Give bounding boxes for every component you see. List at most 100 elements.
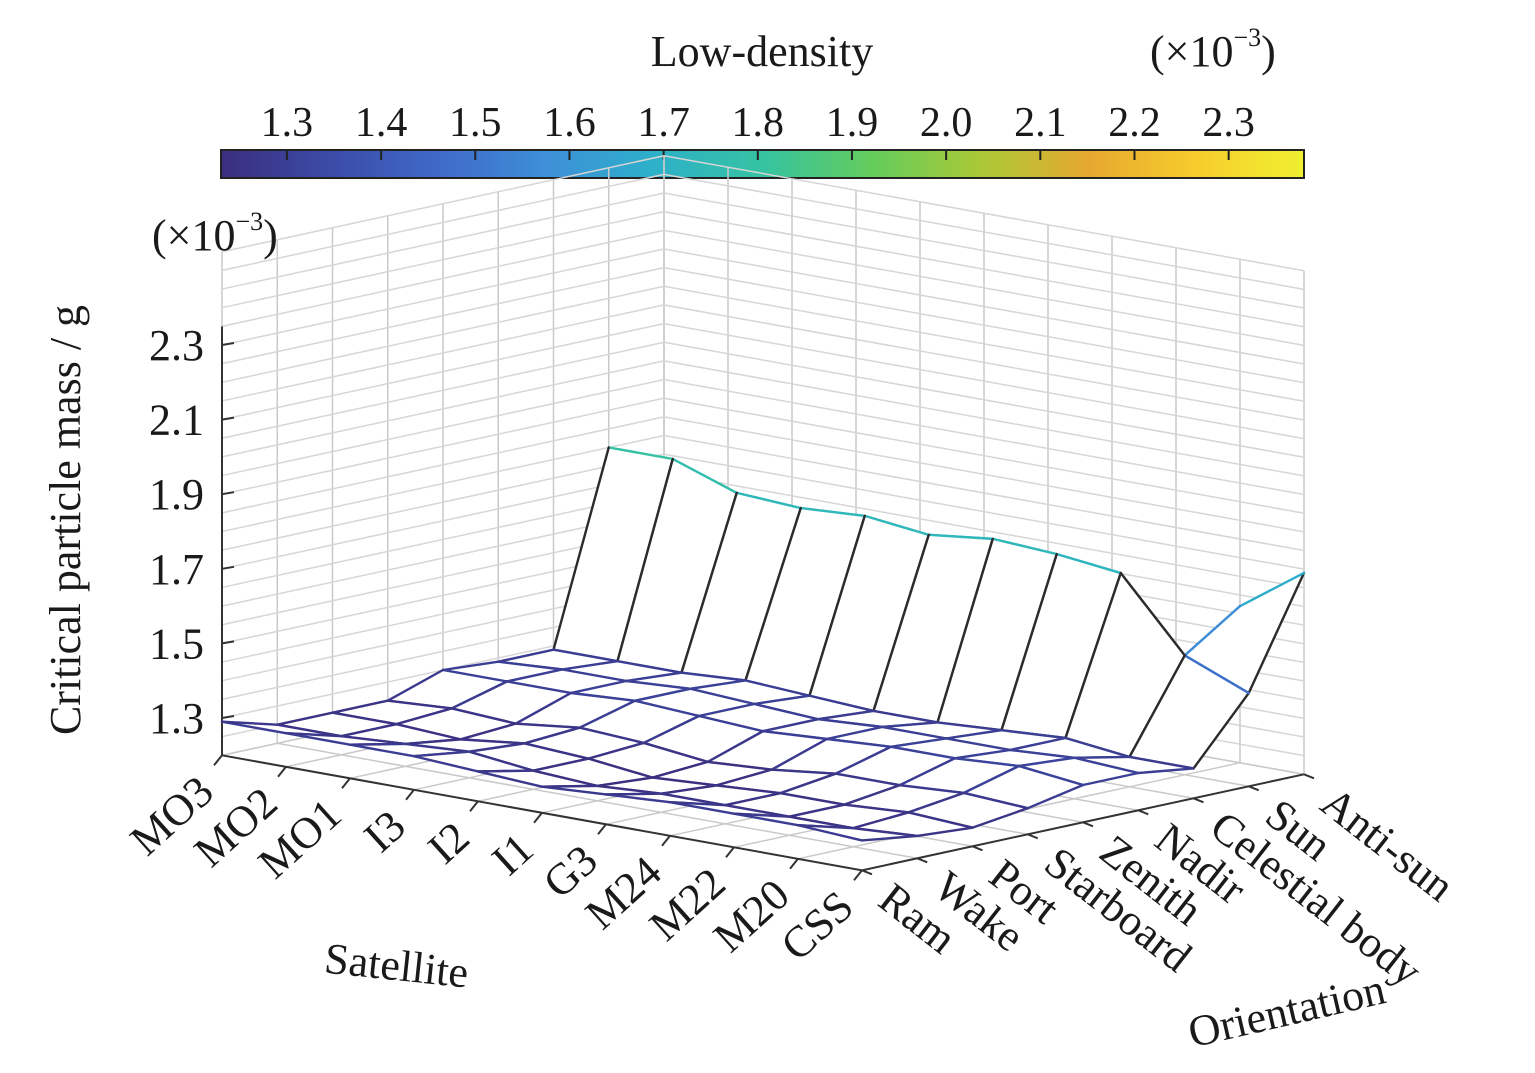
surface-edge <box>796 824 864 842</box>
surface-edge <box>872 709 939 724</box>
surface-edge <box>284 732 352 746</box>
surface-edge <box>1247 571 1306 695</box>
surface-edge <box>1055 552 1122 575</box>
xaxis-tick <box>469 800 479 812</box>
zaxis-tick-label: 1.7 <box>149 545 204 594</box>
xaxis-tick <box>725 846 735 858</box>
surface-edge <box>881 725 948 740</box>
surface-edge <box>587 757 654 779</box>
surface-edge <box>796 824 855 830</box>
surface-edge <box>1017 764 1085 787</box>
surface-edge <box>788 815 855 830</box>
xaxis-tick-label: I3 <box>355 801 415 862</box>
grid-line <box>221 397 1305 514</box>
grid-line <box>221 453 1305 570</box>
surface-face <box>533 758 653 786</box>
xaxis-tick <box>661 835 671 847</box>
surface-edge <box>825 737 893 748</box>
surface-edge <box>971 806 1029 829</box>
xaxis-tick <box>213 754 223 766</box>
surface-edge <box>715 784 782 795</box>
zaxis-tick-label: 2.3 <box>149 321 204 370</box>
surface-edge <box>1238 571 1306 608</box>
surface-face <box>844 785 964 813</box>
surface-edge <box>724 791 782 807</box>
surface-edge <box>1128 654 1186 759</box>
surface-edge <box>633 699 701 718</box>
colorbar-tick-label: 2.0 <box>920 100 973 146</box>
surface-edge <box>340 722 398 738</box>
surface-edge <box>991 537 1058 556</box>
surface-edge <box>834 772 901 787</box>
surface-edge <box>604 792 663 796</box>
surface-edge <box>916 826 974 838</box>
yaxis-tick <box>1248 785 1260 792</box>
surface-edge <box>724 803 791 818</box>
surface-face <box>771 739 891 774</box>
surface-edge <box>689 679 747 690</box>
surface-face <box>745 508 865 696</box>
surface-edge <box>881 721 939 729</box>
surface-edge <box>651 776 718 787</box>
floor-grid-line <box>277 742 918 860</box>
xaxis-tick <box>853 869 863 881</box>
surface-face <box>579 700 699 743</box>
colorbar-tick-label: 1.6 <box>543 100 596 146</box>
yaxis-title: Orientation <box>1184 964 1390 1057</box>
surface-face <box>451 681 571 724</box>
surface-edge <box>927 533 994 541</box>
surface-edge <box>817 718 884 729</box>
grid-line <box>221 173 1305 291</box>
zaxis-tick <box>221 342 235 346</box>
surface-face <box>460 723 580 744</box>
surface-face <box>853 812 973 836</box>
surface-edge <box>220 720 288 735</box>
surface-edge <box>404 742 471 753</box>
surface-edge <box>514 722 581 729</box>
surface-edge <box>907 811 974 829</box>
surface-edge <box>459 738 526 745</box>
surface-edge <box>962 764 1021 795</box>
surface-edge <box>706 730 765 764</box>
zaxis-exponent-close: ) <box>263 211 278 260</box>
surface-edge <box>945 737 1012 752</box>
surface-edge <box>1017 756 1076 768</box>
surface-face <box>809 515 929 711</box>
zaxis-exponent-base: (×10 <box>152 211 235 260</box>
surface-face <box>553 447 673 662</box>
surface-edge <box>523 742 590 760</box>
surface-mesh <box>220 446 1306 842</box>
surface-edge <box>450 707 517 725</box>
surface-face <box>1019 757 1139 785</box>
surface-edge <box>1000 552 1058 732</box>
surface-edge <box>671 457 738 495</box>
surface-edge <box>1000 729 1067 740</box>
surface-edge <box>1081 771 1140 787</box>
grid-line <box>221 229 1305 347</box>
surface-edge <box>697 702 756 718</box>
surface-edge <box>872 533 930 713</box>
surface-edge <box>753 702 820 721</box>
yaxis-tick <box>1027 833 1039 840</box>
surface-edge <box>953 757 1021 768</box>
xaxis-tick <box>789 858 799 870</box>
surface-edge <box>441 668 509 683</box>
zaxis-title: Critical particle mass / g <box>41 305 90 735</box>
surface-edge <box>468 742 526 753</box>
surface-face <box>617 459 737 673</box>
surface-edge <box>1073 756 1140 775</box>
grid-line <box>221 210 1305 328</box>
surface-edge <box>220 720 279 726</box>
surface-face <box>780 773 900 805</box>
surface-edge <box>569 679 628 695</box>
surface-edge <box>817 709 875 721</box>
surface-edge <box>625 679 692 690</box>
surface-edge <box>808 694 875 713</box>
surface-edge <box>540 784 599 788</box>
zaxis-exponent: (×10−3) <box>152 207 278 260</box>
surface-edge <box>907 791 965 814</box>
surface-edge <box>779 791 846 806</box>
grid-line <box>221 360 1305 477</box>
surface-edge <box>1183 654 1250 695</box>
surface-edge <box>808 514 866 697</box>
